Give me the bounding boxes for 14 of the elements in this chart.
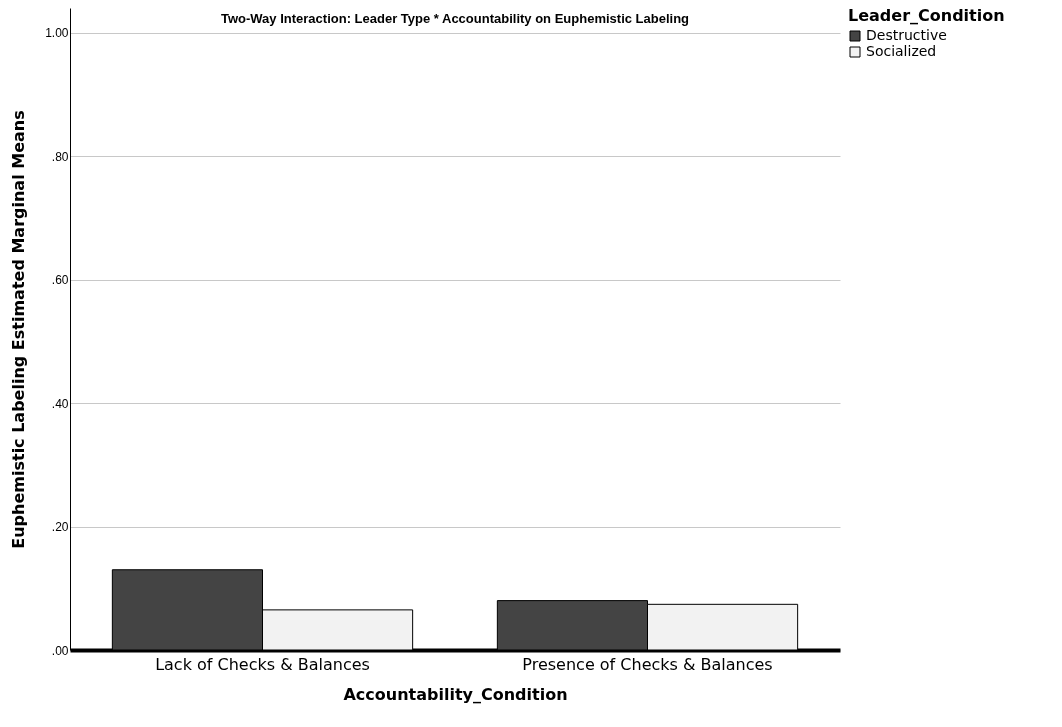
y-tick-label: .40	[51, 396, 69, 411]
chart-title: Two-Way Interaction: Leader Type * Accountability on Euphemistic Labeling	[220, 11, 690, 26]
y-tick-label: .20	[51, 520, 69, 535]
y-axis-title: Euphemistic Labeling Estimated Marginal Means	[9, 110, 29, 549]
x-axis-title: Accountability_Condition	[343, 684, 568, 704]
x-tick-label: Presence of Checks & Balances	[522, 654, 773, 674]
legend-label: Destructive	[866, 27, 947, 43]
legend-title: Leader_Condition	[848, 6, 1005, 25]
x-tick-label: Lack of Checks & Balances	[155, 654, 370, 674]
y-tick-label: .00	[51, 643, 69, 658]
y-tick-label: .80	[51, 149, 69, 164]
legend-label: Socialized	[866, 43, 937, 59]
y-tick-label: 1.00	[45, 26, 69, 41]
y-tick-label: .60	[51, 273, 69, 288]
